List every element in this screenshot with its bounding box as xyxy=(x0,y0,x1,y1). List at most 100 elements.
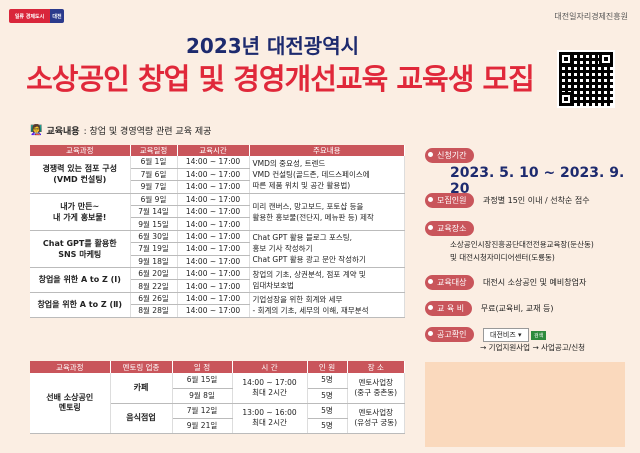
course-time: 14:00 ~ 17:00 xyxy=(177,180,250,194)
mentoring-date: 7월 12일 xyxy=(172,403,233,419)
course-name: Chat GPT를 활용한 SNS 마케팅 xyxy=(30,230,131,269)
mentoring-people: 5명 xyxy=(307,388,348,404)
qr-corner xyxy=(559,52,573,66)
people-row: 모집인원 과정별 15인 이내 / 선착순 접수 xyxy=(425,193,590,208)
course-time: 14:00 ~ 17:00 xyxy=(177,292,250,306)
check-row: 공고확인 대전비즈 ▾ 검색 xyxy=(425,327,547,342)
th-place: 장 소 xyxy=(347,361,405,373)
target-value: 대전시 소상공인 및 예비창업자 xyxy=(483,278,587,287)
course-table: 교육과정 교육일정 교육시간 주요내용 경쟁력 있는 점포 구성 (VMD 컨설… xyxy=(30,145,405,318)
table-row: 9월 15일 14:00 ~ 17:00 xyxy=(30,217,405,231)
table-row: 음식점업 7월 12일 13:00 ~ 16:00 최대 2시간 5명 멘토사업… xyxy=(30,403,405,434)
table-row: 8월 28일 14:00 ~ 17:00 xyxy=(30,304,405,318)
course-desc: 미리 캔버스, 망고보드, 포토샵 등을 활용한 홍보물(전단지, 메뉴판 등)… xyxy=(249,193,405,231)
page-title: 소상공인 창업 및 경영개선교육 교육생 모집 xyxy=(26,62,535,96)
course-desc: VMD의 중요성, 트렌드 VMD 컨설팅(골드존, 데드스페이스에 따른 제품… xyxy=(249,156,405,194)
table-row: 창업을 위한 A to Z (Ⅱ) 6월 26일 14:00 ~ 17:00 기… xyxy=(30,292,405,318)
table-row: 7월 19일 14:00 ~ 17:00 xyxy=(30,242,405,256)
edu-content-line: 👩‍🏫 교육내용 : 창업 및 경영역량 관련 교육 제공 xyxy=(30,124,211,137)
table-row: 창업을 위한 A to Z (Ⅰ) 6월 20일 14:00 ~ 17:00 창… xyxy=(30,267,405,293)
logo-tag: 대전 xyxy=(50,9,64,23)
th-date: 일 정 xyxy=(172,361,233,373)
place-label: 교육장소 xyxy=(425,221,475,236)
mentoring-course: 선배 소상공인 멘토링 xyxy=(30,373,111,434)
check-label: 공고확인 xyxy=(425,327,475,342)
info-panel-box xyxy=(425,362,625,447)
edu-text: : 창업 및 경영역량 관련 교육 제공 xyxy=(83,127,212,137)
th-course: 교육과정 xyxy=(30,145,131,156)
table-row: 경쟁력 있는 점포 구성 (VMD 컨설팅) 6월 1일 14:00 ~ 17:… xyxy=(30,156,405,194)
table-row: 내가 만든~ 내 가게 홍보물! 6월 9일 14:00 ~ 17:00 미리 … xyxy=(30,193,405,231)
course-time: 14:00 ~ 17:00 xyxy=(177,193,250,207)
place-value: 소상공인시장진흥공단대전전용교육장(둔산동) 및 대전시청자미디어센터(도룡동) xyxy=(450,238,594,264)
target-row: 교육대상 대전시 소상공인 및 예비창업자 xyxy=(425,275,586,290)
person-icon: 👩‍🏫 xyxy=(30,125,43,136)
fee-value: 무료(교육비, 교재 등) xyxy=(480,304,554,313)
course-date: 6월 30일 xyxy=(130,230,178,244)
brand-logo: 일류 경제도시 대전 xyxy=(9,9,64,23)
mentoring-date: 9월 8일 xyxy=(172,388,233,404)
table-row: 7월 14일 14:00 ~ 17:00 xyxy=(30,205,405,219)
th-course: 교육과정 xyxy=(30,361,111,373)
table-row: 7월 6일 14:00 ~ 17:00 xyxy=(30,168,405,182)
target-label: 교육대상 xyxy=(425,275,475,290)
place-line: 소상공인시장진흥공단대전전용교육장(둔산동) xyxy=(450,240,594,249)
course-time: 14:00 ~ 17:00 xyxy=(177,156,250,169)
course-time: 14:00 ~ 17:00 xyxy=(177,230,250,244)
course-date: 6월 20일 xyxy=(130,267,178,281)
table-row: 9월 8일 5명 xyxy=(30,388,405,404)
course-time: 14:00 ~ 17:00 xyxy=(177,279,250,293)
page-subtitle: 2023년 대전광역시 xyxy=(185,34,360,58)
period-row: 신청기간 xyxy=(425,148,475,163)
search-button[interactable]: 검색 xyxy=(531,331,547,340)
mentoring-table: 교육과정 멘토링 업종 일 정 시 간 인 원 장 소 선배 소상공인 멘토링 … xyxy=(30,361,405,434)
course-desc: 창업의 기초, 상권분석, 점포 계약 및 임대차보호법 xyxy=(249,267,405,293)
people-label: 모집인원 xyxy=(425,193,475,208)
mentoring-time: 14:00 ~ 17:00 최대 2시간 xyxy=(232,373,308,404)
logo-main: 일류 경제도시 xyxy=(9,9,50,23)
table-row: 선배 소상공인 멘토링 카페 6월 15일 14:00 ~ 17:00 최대 2… xyxy=(30,373,405,434)
org-name: 대전일자리경제진흥원 xyxy=(554,12,628,21)
course-time: 14:00 ~ 17:00 xyxy=(177,242,250,256)
course-date: 6월 26일 xyxy=(130,292,178,306)
period-label: 신청기간 xyxy=(425,148,475,163)
th-desc: 주요내용 xyxy=(249,145,405,156)
course-date: 9월 18일 xyxy=(130,255,178,269)
course-date: 7월 19일 xyxy=(130,242,178,256)
course-time: 14:00 ~ 17:00 xyxy=(177,304,250,318)
table-row: Chat GPT를 활용한 SNS 마케팅 6월 30일 14:00 ~ 17:… xyxy=(30,230,405,269)
th-time: 시 간 xyxy=(232,361,308,373)
course-date: 9월 7일 xyxy=(130,180,178,194)
th-time: 교육시간 xyxy=(177,145,250,156)
course-desc: 기업성장을 위한 회계와 세무 - 회계의 기초, 세무의 이해, 재무분석 xyxy=(249,292,405,318)
qr-corner xyxy=(599,52,613,66)
site-select[interactable]: 대전비즈 ▾ xyxy=(483,328,529,342)
th-people: 인 원 xyxy=(307,361,348,373)
mentoring-place: 멘토사업장 (중구 중촌동) xyxy=(347,373,405,404)
th-type: 멘토링 업종 xyxy=(110,361,173,373)
course-date: 6월 9일 xyxy=(130,193,178,207)
qr-code[interactable] xyxy=(557,50,615,108)
mentoring-people: 5명 xyxy=(307,418,348,434)
mentoring-time: 13:00 ~ 16:00 최대 2시간 xyxy=(232,403,308,434)
mentoring-type: 음식점업 xyxy=(110,403,173,434)
course-name: 창업을 위한 A to Z (Ⅰ) xyxy=(30,267,131,293)
course-time: 14:00 ~ 17:00 xyxy=(177,168,250,182)
table-row: 9월 18일 14:00 ~ 17:00 xyxy=(30,255,405,269)
course-time: 14:00 ~ 17:00 xyxy=(177,217,250,231)
edu-label: 교육내용 xyxy=(46,127,80,137)
table-row: 8월 22일 14:00 ~ 17:00 xyxy=(30,279,405,293)
mentoring-date: 9월 21일 xyxy=(172,418,233,434)
mentoring-date: 6월 15일 xyxy=(172,373,233,389)
course-date: 6월 1일 xyxy=(130,156,178,169)
course-name: 내가 만든~ 내 가게 홍보물! xyxy=(30,193,131,231)
course-name: 경쟁력 있는 점포 구성 (VMD 컨설팅) xyxy=(30,156,131,194)
th-date: 교육일정 xyxy=(130,145,178,156)
course-desc: Chat GPT 활용 블로그 포스팅, 홍보 기사 작성하기 Chat GPT… xyxy=(249,230,405,269)
course-date: 9월 15일 xyxy=(130,217,178,231)
place-line: 및 대전시청자미디어센터(도룡동) xyxy=(450,253,555,262)
mentoring-people: 5명 xyxy=(307,403,348,419)
check-path: → 기업지원사업 → 사업공고/신청 xyxy=(480,343,586,352)
fee-label: 교 육 비 xyxy=(425,301,473,316)
course-date: 7월 6일 xyxy=(130,168,178,182)
